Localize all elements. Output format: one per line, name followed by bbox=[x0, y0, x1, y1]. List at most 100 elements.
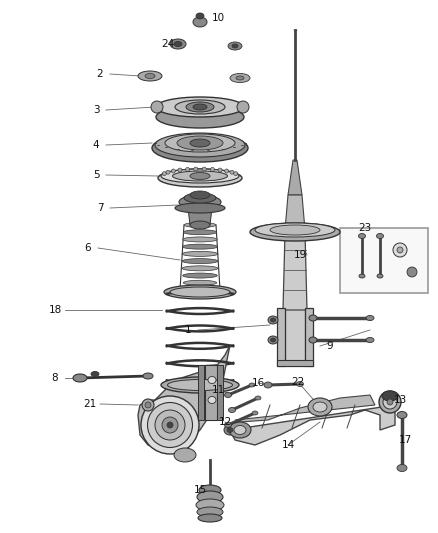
Ellipse shape bbox=[250, 223, 340, 241]
Text: 19: 19 bbox=[293, 250, 307, 260]
Ellipse shape bbox=[162, 172, 166, 175]
Ellipse shape bbox=[232, 44, 238, 48]
Ellipse shape bbox=[166, 170, 170, 174]
Ellipse shape bbox=[171, 169, 175, 173]
Polygon shape bbox=[288, 160, 302, 195]
Ellipse shape bbox=[309, 337, 317, 343]
Ellipse shape bbox=[174, 42, 182, 46]
Ellipse shape bbox=[264, 382, 272, 388]
Text: 21: 21 bbox=[83, 399, 97, 409]
Ellipse shape bbox=[182, 259, 218, 264]
Ellipse shape bbox=[190, 139, 210, 147]
Text: 3: 3 bbox=[93, 105, 99, 115]
Ellipse shape bbox=[228, 42, 242, 50]
Text: 23: 23 bbox=[358, 223, 371, 233]
Text: 1: 1 bbox=[185, 325, 191, 335]
Ellipse shape bbox=[182, 244, 218, 249]
Ellipse shape bbox=[230, 170, 234, 174]
Ellipse shape bbox=[377, 274, 383, 278]
Ellipse shape bbox=[184, 280, 217, 285]
Ellipse shape bbox=[179, 195, 221, 209]
Ellipse shape bbox=[268, 316, 278, 324]
Ellipse shape bbox=[182, 252, 218, 256]
Ellipse shape bbox=[358, 233, 365, 238]
Ellipse shape bbox=[249, 383, 255, 387]
Ellipse shape bbox=[271, 338, 276, 342]
Ellipse shape bbox=[145, 402, 151, 408]
Bar bbox=[198, 365, 204, 420]
Ellipse shape bbox=[184, 230, 217, 235]
Ellipse shape bbox=[170, 287, 230, 297]
Ellipse shape bbox=[184, 287, 216, 293]
Ellipse shape bbox=[152, 134, 248, 162]
Ellipse shape bbox=[190, 221, 210, 229]
Ellipse shape bbox=[255, 396, 261, 400]
Text: 14: 14 bbox=[281, 440, 295, 450]
Ellipse shape bbox=[234, 425, 246, 434]
Ellipse shape bbox=[359, 274, 365, 278]
Ellipse shape bbox=[397, 464, 407, 472]
Polygon shape bbox=[235, 395, 375, 422]
Bar bbox=[277, 360, 313, 366]
Ellipse shape bbox=[313, 402, 327, 412]
Ellipse shape bbox=[184, 222, 216, 228]
Text: 4: 4 bbox=[93, 140, 99, 150]
Ellipse shape bbox=[268, 336, 278, 344]
Ellipse shape bbox=[190, 173, 210, 180]
Ellipse shape bbox=[229, 408, 236, 413]
Ellipse shape bbox=[383, 395, 397, 409]
Ellipse shape bbox=[173, 171, 227, 181]
Ellipse shape bbox=[255, 223, 335, 237]
Ellipse shape bbox=[178, 168, 182, 172]
Ellipse shape bbox=[155, 133, 245, 157]
Ellipse shape bbox=[91, 372, 99, 376]
Text: 15: 15 bbox=[193, 485, 207, 495]
Ellipse shape bbox=[218, 168, 222, 172]
Polygon shape bbox=[285, 195, 305, 230]
Ellipse shape bbox=[297, 382, 304, 386]
Ellipse shape bbox=[162, 417, 178, 433]
Ellipse shape bbox=[174, 448, 196, 462]
Ellipse shape bbox=[156, 106, 244, 128]
Ellipse shape bbox=[252, 411, 258, 415]
Ellipse shape bbox=[208, 376, 216, 384]
Ellipse shape bbox=[237, 101, 249, 113]
Ellipse shape bbox=[379, 391, 401, 413]
Ellipse shape bbox=[227, 427, 233, 432]
Ellipse shape bbox=[73, 374, 87, 382]
Ellipse shape bbox=[170, 39, 186, 49]
Ellipse shape bbox=[164, 285, 236, 299]
Ellipse shape bbox=[387, 399, 393, 405]
Ellipse shape bbox=[382, 391, 398, 401]
Ellipse shape bbox=[182, 266, 218, 271]
Ellipse shape bbox=[151, 101, 163, 113]
Ellipse shape bbox=[208, 397, 216, 403]
Bar bbox=[340, 228, 428, 293]
Text: 8: 8 bbox=[52, 373, 58, 383]
Ellipse shape bbox=[196, 499, 224, 511]
Ellipse shape bbox=[167, 422, 173, 428]
Ellipse shape bbox=[175, 100, 225, 114]
Ellipse shape bbox=[156, 97, 244, 117]
Ellipse shape bbox=[210, 167, 215, 172]
Ellipse shape bbox=[224, 425, 236, 435]
Ellipse shape bbox=[270, 225, 320, 235]
Text: 7: 7 bbox=[97, 203, 103, 213]
Polygon shape bbox=[230, 405, 395, 445]
Ellipse shape bbox=[308, 398, 332, 416]
Ellipse shape bbox=[377, 233, 384, 238]
Text: 16: 16 bbox=[251, 378, 265, 388]
Ellipse shape bbox=[309, 315, 317, 321]
Ellipse shape bbox=[397, 247, 403, 253]
Ellipse shape bbox=[225, 169, 229, 173]
Ellipse shape bbox=[175, 203, 225, 213]
Text: 13: 13 bbox=[393, 395, 406, 405]
Ellipse shape bbox=[193, 104, 207, 110]
Ellipse shape bbox=[143, 373, 153, 379]
Text: 22: 22 bbox=[291, 377, 304, 387]
Text: 12: 12 bbox=[219, 417, 232, 427]
Text: 9: 9 bbox=[327, 341, 333, 351]
Ellipse shape bbox=[186, 167, 190, 172]
Ellipse shape bbox=[148, 402, 192, 448]
Ellipse shape bbox=[393, 243, 407, 257]
